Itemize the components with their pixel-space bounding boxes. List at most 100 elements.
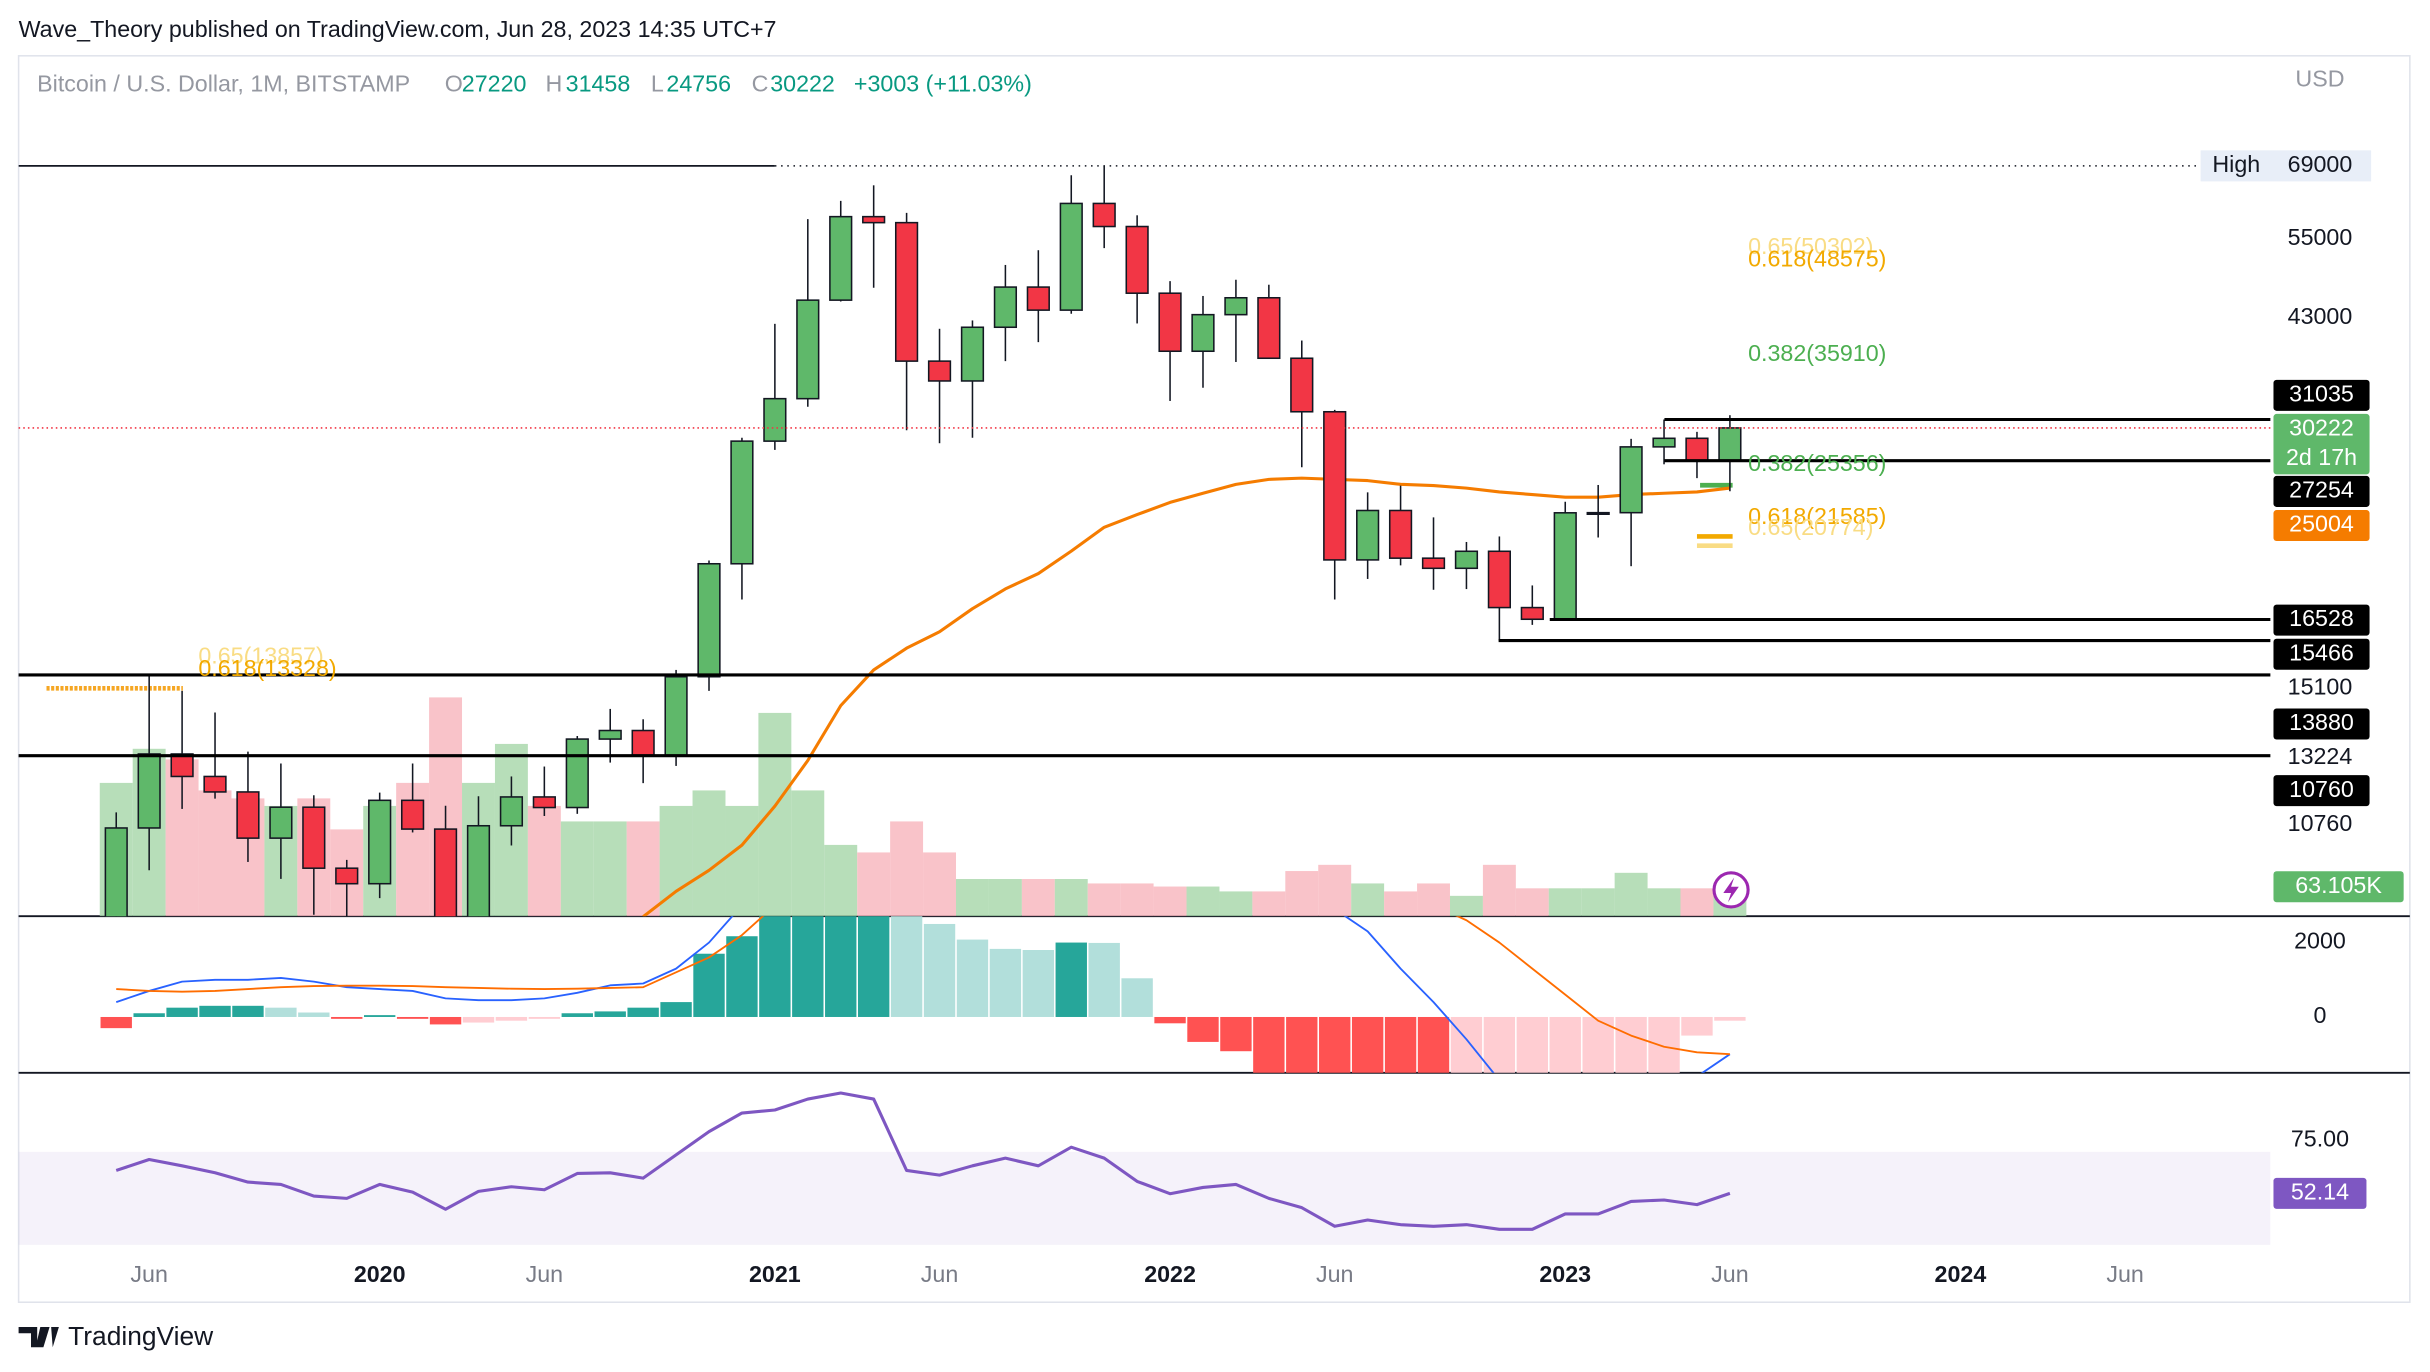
volume-bar xyxy=(758,712,792,917)
candle-body xyxy=(1356,509,1380,561)
level-badge xyxy=(2273,708,2370,740)
countdown-label: 2d 17h xyxy=(2286,444,2357,470)
x-tick-label: Jun xyxy=(1711,1261,1748,1287)
level-badge-label: 27254 xyxy=(2289,477,2354,503)
alert-icon xyxy=(1712,871,1750,909)
macd-histogram-bar xyxy=(825,916,857,1017)
volume-bar xyxy=(1219,891,1253,917)
fib-label: 0.382(35910) xyxy=(1748,340,1886,366)
volume-bar xyxy=(923,852,956,917)
volume-bar xyxy=(1417,883,1450,917)
candle-body xyxy=(368,799,392,885)
candle-body xyxy=(137,753,161,829)
candle-body xyxy=(631,729,655,756)
level-badge-label: 13880 xyxy=(2289,709,2354,735)
macd-histogram-bar xyxy=(627,1007,659,1017)
candle-body xyxy=(1553,512,1577,621)
level-badge xyxy=(2273,638,2370,670)
rsi-line xyxy=(115,1091,1731,1231)
macd-histogram-bar xyxy=(1121,978,1153,1017)
candle-body xyxy=(1059,202,1083,311)
macd-histogram-bar xyxy=(956,939,989,1017)
candle-body xyxy=(894,221,919,362)
volume-bar xyxy=(1482,864,1516,917)
volume-bar xyxy=(1384,891,1418,917)
macd-histogram-bar xyxy=(1187,1016,1219,1042)
x-tick-label: 2021 xyxy=(749,1261,801,1287)
macd-histogram-bar xyxy=(265,1007,297,1017)
candle-body xyxy=(170,753,194,778)
macd-histogram-bar xyxy=(1384,1016,1417,1073)
candle-body xyxy=(1158,292,1182,353)
candle-body xyxy=(236,791,260,839)
x-tick-label: 2023 xyxy=(1539,1261,1591,1287)
candle-body xyxy=(400,799,425,830)
volume-bar xyxy=(791,790,825,917)
volume-bar xyxy=(1120,883,1154,917)
candle-body xyxy=(1718,427,1742,462)
macd-histogram-bar xyxy=(1516,1016,1549,1073)
macd-histogram-bar xyxy=(693,953,725,1017)
volume-bar xyxy=(857,852,891,917)
macd-histogram-bar xyxy=(495,1016,528,1021)
candle-body xyxy=(829,215,853,301)
x-tick-label: Jun xyxy=(2106,1261,2143,1287)
volume-bar xyxy=(1581,888,1615,917)
macd-histogram-bar xyxy=(166,1007,198,1017)
macd-histogram-bar xyxy=(1549,1016,1581,1073)
candle-body xyxy=(697,562,721,678)
candle-body xyxy=(763,397,787,442)
candle-body xyxy=(433,828,458,917)
macd-histogram-bar xyxy=(396,1016,429,1019)
volume-bar xyxy=(560,821,594,917)
publisher-header: Wave_Theory published on TradingView.com… xyxy=(19,16,777,42)
brand-logo xyxy=(18,1327,59,1348)
macd-histogram-bar xyxy=(232,1005,264,1017)
volume-bar xyxy=(1351,883,1385,917)
macd-histogram-bar xyxy=(857,916,890,1017)
candle-body xyxy=(302,806,326,869)
macd-histogram-bar xyxy=(331,1016,363,1019)
rsi-badge-label: 52.14 xyxy=(2291,1179,2349,1205)
candle-body xyxy=(1652,437,1676,448)
macd-layer xyxy=(100,916,1746,1073)
volume-bar xyxy=(1153,886,1187,917)
macd-histogram-bar xyxy=(1154,1016,1186,1024)
brand-name: TradingView xyxy=(68,1321,214,1351)
volume-badge xyxy=(2273,871,2404,903)
y-tick-label: 15100 xyxy=(2288,673,2353,699)
volume-bar xyxy=(1515,888,1549,917)
rsi-layer xyxy=(18,1091,2271,1245)
legend-change: +3003 (+11.03%) xyxy=(854,70,1032,96)
moving-average xyxy=(642,476,1731,917)
legend-value: 30222 xyxy=(770,70,835,96)
high-badge-value: 69000 xyxy=(2288,151,2353,177)
candle-body xyxy=(1586,511,1610,515)
rsi-band xyxy=(18,1151,2271,1245)
macd-histogram-bar xyxy=(133,1013,165,1017)
level-badge-label: 31035 xyxy=(2289,380,2354,406)
macd-histogram-bar xyxy=(759,916,791,1017)
macd-histogram-bar xyxy=(429,1016,462,1025)
macd-line xyxy=(115,916,1731,1073)
macd-histogram-bar xyxy=(462,1016,495,1023)
volume-bar xyxy=(1647,888,1681,917)
candle-body xyxy=(1619,446,1643,514)
candle-body xyxy=(335,867,359,885)
macd-histogram-bar xyxy=(1022,950,1055,1017)
volume-bar xyxy=(1614,872,1648,917)
fib-label: 0.65(50302) xyxy=(1748,233,1873,259)
price-badge-label: 30222 xyxy=(2289,415,2354,441)
currency-label: USD xyxy=(2295,66,2344,92)
macd-histogram-bar xyxy=(726,936,758,1017)
candle-body xyxy=(664,675,688,756)
candle-body xyxy=(993,286,1018,329)
y-tick-label: 10760 xyxy=(2288,810,2353,836)
legend-value: 31458 xyxy=(566,70,631,96)
legend-key: H xyxy=(546,70,563,96)
candle-body xyxy=(960,326,985,382)
signal-line xyxy=(116,916,1730,1056)
macd-histogram-bar xyxy=(594,1011,626,1017)
candle-body xyxy=(1388,509,1413,559)
